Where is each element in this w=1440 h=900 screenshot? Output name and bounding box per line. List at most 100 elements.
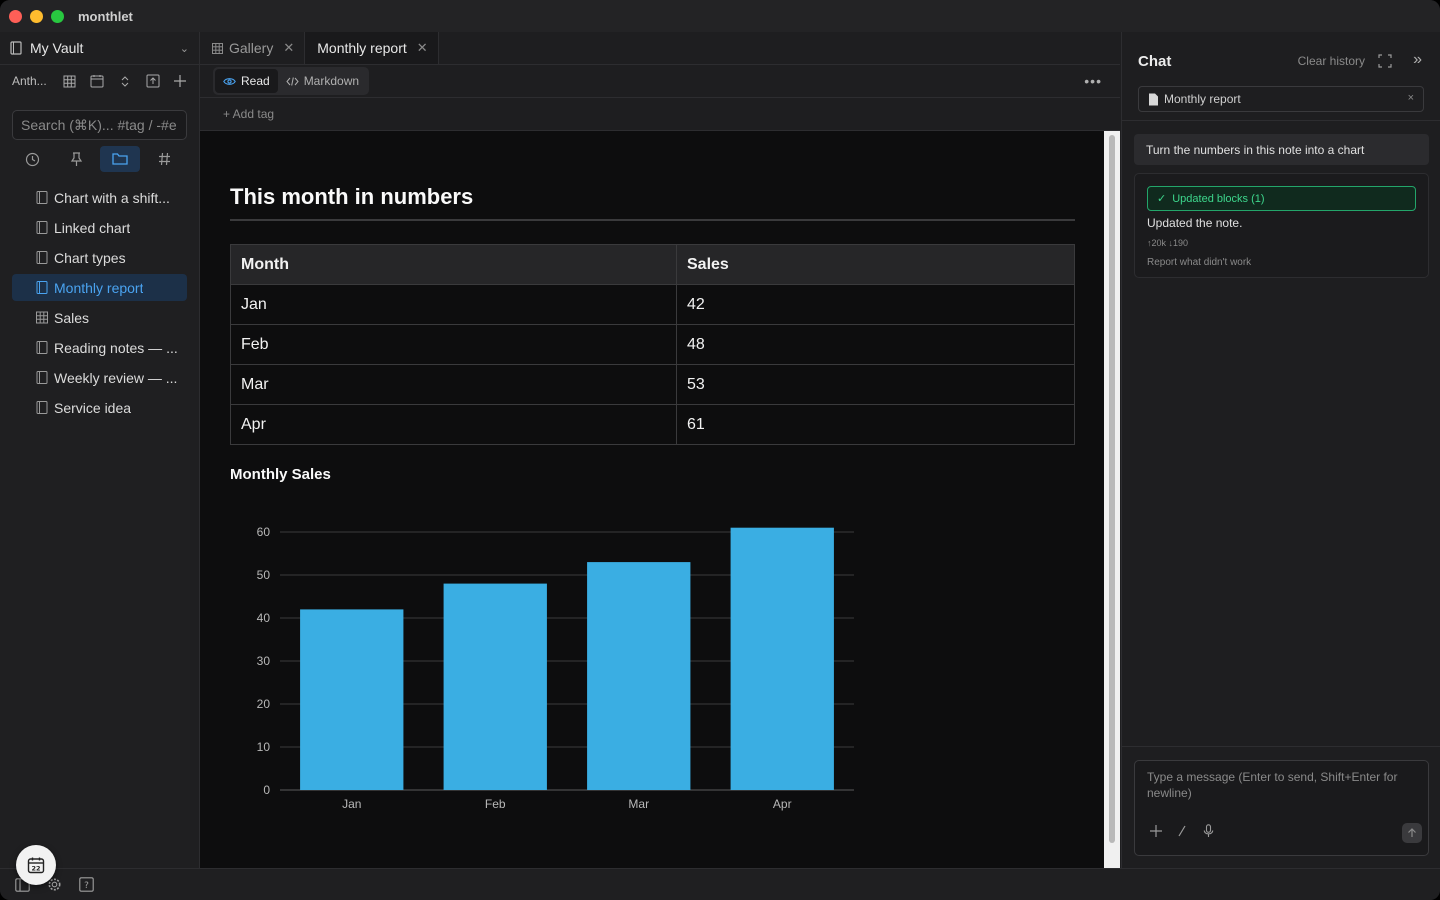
view-mode-toggle: Read Markdown [213,67,370,95]
document-scrollbar[interactable] [1104,131,1120,868]
document-icon [36,341,48,354]
tags-view-tab[interactable] [144,146,184,172]
attach-plus-icon[interactable] [1149,824,1163,838]
expand-icon[interactable] [1378,54,1392,68]
check-icon: ✓ [1157,193,1167,205]
y-tick-label: 60 [257,525,271,539]
status-badge[interactable]: ✓ Updated blocks (1) [1147,186,1416,211]
search-box [12,110,187,140]
import-icon[interactable] [146,74,160,88]
y-tick-label: 40 [257,611,271,625]
file-item-service-idea[interactable]: Service idea [12,394,187,421]
chat-panel: Chat Clear history » Monthly report × Tu… [1121,32,1440,868]
toolbar-label[interactable]: Anth... [12,74,47,88]
close-tab-icon[interactable]: ✕ [283,40,295,55]
file-item-label: Service idea [54,399,132,416]
folders-view-tab[interactable] [100,146,140,172]
table-cell: 48 [676,324,1075,365]
file-item-label: Reading notes — ... [54,339,178,356]
tab-gallery[interactable]: Gallery ✕ [200,32,306,64]
table-cell: 53 [676,364,1075,405]
remove-context-icon[interactable]: × [1407,92,1414,104]
file-item-weekly-review[interactable]: Weekly review — ... [12,364,187,391]
window-controls [9,9,64,23]
chat-divider [1122,120,1440,121]
plus-icon[interactable] [174,74,187,88]
reply-text: Updated the note. [1147,216,1243,230]
svg-text:?: ? [84,881,89,891]
data-table: Month Sales Jan 42 Feb 48 Mar 53 Apr 61 [230,244,1075,445]
markdown-mode-button[interactable]: Markdown [278,69,367,93]
table-row: Feb 48 [230,324,1075,365]
daily-note-button[interactable]: 22 [16,845,56,885]
recent-view-tab[interactable] [12,146,52,172]
title-bar: monthlet [0,0,1440,32]
y-tick-label: 0 [263,783,270,797]
file-item-label: Linked chart [54,219,131,236]
code-icon [286,76,299,86]
send-button[interactable] [1402,823,1422,843]
table-cell: 42 [676,284,1075,325]
help-icon[interactable]: ? [78,877,94,893]
tab-label: Gallery [229,40,274,56]
tag-bar: + Add tag [200,98,1120,131]
search-input[interactable] [21,117,178,133]
title-divider [230,219,1075,221]
collapse-panel-icon[interactable]: » [1413,51,1422,68]
svg-text:22: 22 [31,865,40,873]
table-cell: 61 [676,404,1075,445]
file-item-chart-with-shift[interactable]: Chart with a shift... [12,184,187,211]
table-cell: Jan [230,284,677,325]
document-icon [36,371,48,384]
file-item-sales[interactable]: Sales [12,304,187,331]
user-message: Turn the numbers in this note into a cha… [1134,134,1429,165]
table-row: Apr 61 [230,404,1075,445]
report-issue-link[interactable]: Report what didn't work [1147,257,1252,268]
table-icon [36,311,48,324]
scrollbar-thumb[interactable] [1109,135,1115,843]
table-cell: Feb [230,324,677,365]
context-chip[interactable]: Monthly report × [1138,86,1424,112]
minimize-window-button[interactable] [30,9,43,23]
x-tick-label: Mar [628,797,649,811]
sort-icon[interactable] [118,74,131,88]
arrow-up-icon [1408,828,1416,837]
y-tick-label: 10 [257,740,271,754]
calendar-icon[interactable] [90,74,104,88]
pinned-view-tab[interactable] [56,146,96,172]
eye-icon [223,77,236,85]
more-options-icon[interactable]: ••• [1084,73,1102,89]
clear-history-button[interactable]: Clear history [1297,54,1365,68]
add-tag-button[interactable]: + Add tag [223,107,275,121]
vault-icon [10,41,22,55]
file-item-linked-chart[interactable]: Linked chart [12,214,187,241]
file-item-chart-types[interactable]: Chart types [12,244,187,271]
chat-header: Chat Clear history » [1122,32,1440,90]
file-item-label: Chart types [54,249,126,266]
chart-bar [587,562,691,790]
x-tick-label: Jan [342,797,361,811]
table-cell: Mar [230,364,677,405]
close-tab-icon[interactable]: ✕ [416,40,428,55]
grid-icon[interactable] [63,74,76,88]
folder-icon [112,153,128,165]
context-chip-label: Monthly report [1164,92,1241,106]
slash-command-icon[interactable] [1175,824,1189,838]
maximize-window-button[interactable] [51,9,64,23]
settings-gear-icon[interactable] [46,877,62,893]
file-item-monthly-report[interactable]: Monthly report [12,274,187,301]
clock-icon [25,152,39,166]
file-item-reading-notes[interactable]: Reading notes — ... [12,334,187,361]
tab-monthly-report[interactable]: Monthly report ✕ [305,32,439,64]
document-view: This month in numbers Month Sales Jan 42 … [200,131,1104,868]
chart-bar [300,609,404,790]
microphone-icon[interactable] [1201,824,1215,838]
file-item-label: Monthly report [54,279,144,296]
close-window-button[interactable] [9,9,22,23]
calendar-day-icon: 22 [27,857,45,874]
vault-switcher[interactable]: My Vault ⌄ [0,32,199,65]
message-input[interactable] [1147,769,1422,809]
read-mode-button[interactable]: Read [215,69,278,93]
chart-bar [443,583,547,790]
composer-area [1122,746,1440,868]
